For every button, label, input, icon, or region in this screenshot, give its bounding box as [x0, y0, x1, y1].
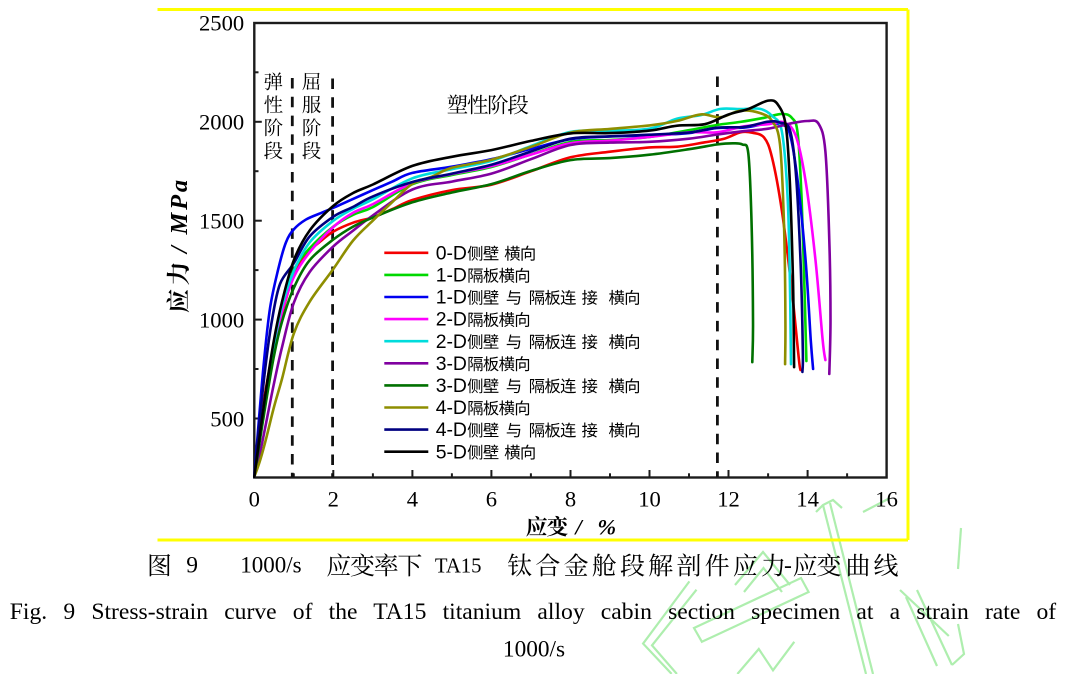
svg-text:9: 9 — [186, 553, 198, 579]
svg-text:4-D: 4-D — [436, 397, 467, 419]
svg-text:TA15: TA15 — [435, 556, 482, 578]
svg-text:5-D: 5-D — [436, 441, 467, 463]
svg-text:1000: 1000 — [199, 307, 244, 332]
svg-text:8: 8 — [565, 487, 576, 512]
svg-text:1500: 1500 — [199, 209, 244, 234]
svg-text:2: 2 — [328, 487, 339, 512]
svg-text:10: 10 — [638, 487, 661, 512]
svg-text:6: 6 — [486, 487, 497, 512]
svg-text:1-D: 1-D — [436, 265, 467, 287]
svg-text:2500: 2500 — [199, 11, 244, 36]
svg-text:/ %: / % — [574, 515, 622, 540]
svg-text:0-D: 0-D — [436, 242, 467, 264]
svg-text:12: 12 — [717, 487, 740, 512]
svg-text:2-D: 2-D — [436, 331, 467, 353]
svg-text:-: - — [784, 553, 792, 579]
svg-text:1000/s: 1000/s — [503, 637, 565, 663]
svg-text:1-D: 1-D — [436, 287, 467, 309]
svg-text:3-D: 3-D — [436, 353, 467, 375]
svg-text:0: 0 — [249, 487, 260, 512]
svg-text:500: 500 — [210, 406, 244, 431]
svg-text:/ MPa: / MPa — [166, 177, 193, 255]
svg-text:3-D: 3-D — [436, 375, 467, 397]
svg-text:16: 16 — [875, 487, 898, 512]
svg-text:2-D: 2-D — [436, 309, 467, 331]
svg-text:14: 14 — [796, 487, 819, 512]
svg-text:1000/s: 1000/s — [240, 553, 301, 578]
svg-text:4-D: 4-D — [436, 419, 467, 441]
svg-text:4: 4 — [407, 487, 418, 512]
svg-text:Fig. 9 Stress-strain curve of: Fig. 9 Stress-strain curve of the TA15 t… — [10, 599, 1056, 625]
svg-text:2000: 2000 — [199, 110, 244, 135]
